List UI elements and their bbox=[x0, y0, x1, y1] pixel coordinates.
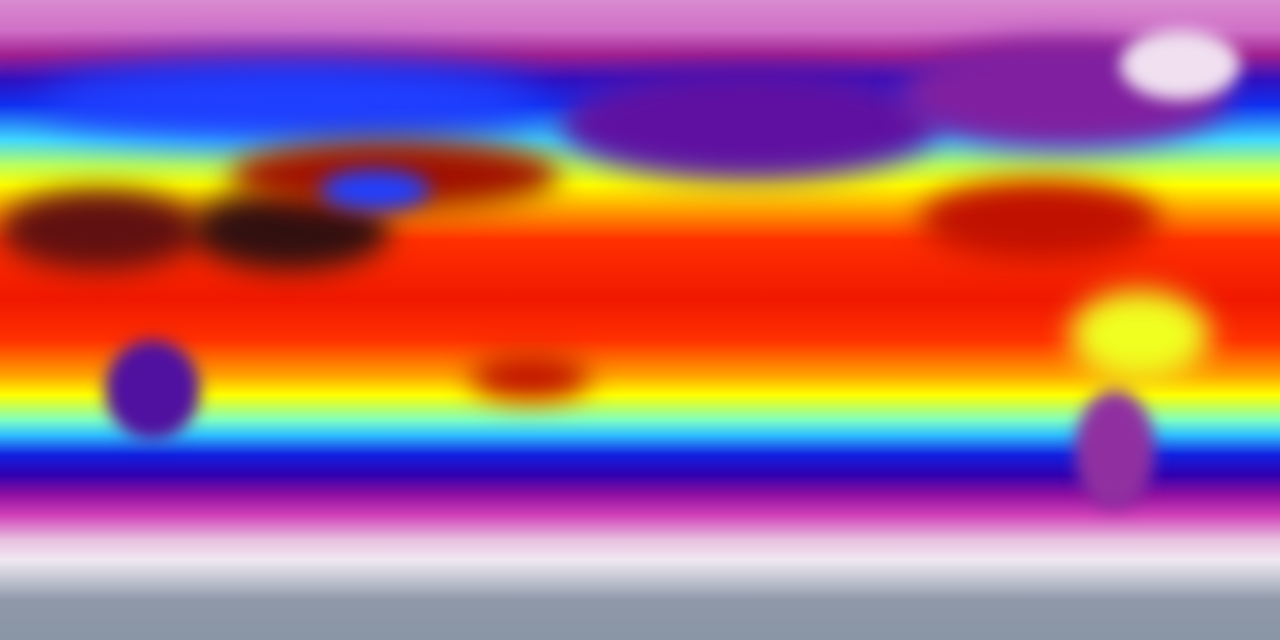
tibet-cold-region bbox=[320, 170, 430, 210]
south-america-warm-region bbox=[1070, 290, 1210, 380]
north-pacific-cold-region bbox=[560, 70, 940, 180]
siberia-blue-region bbox=[40, 60, 540, 140]
southern-africa-cool-region bbox=[105, 340, 200, 440]
australia-hot-region bbox=[470, 355, 590, 400]
north-america-hot-region bbox=[920, 180, 1160, 260]
patagonia-cool-region bbox=[1075, 390, 1155, 510]
greenland bbox=[1120, 30, 1240, 100]
sahara-hot-region bbox=[0, 190, 200, 270]
